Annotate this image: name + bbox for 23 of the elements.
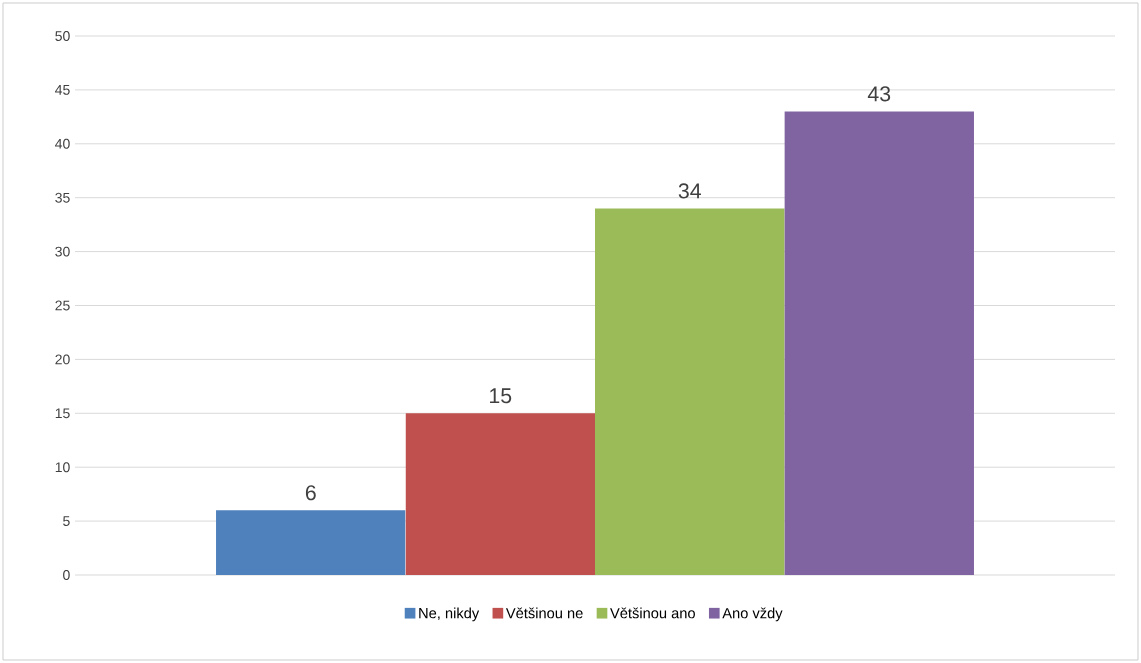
y-tick-label: 45	[55, 85, 70, 95]
bar	[216, 510, 406, 575]
y-tick-label: 25	[55, 300, 70, 311]
data-label: 43	[867, 86, 891, 102]
y-tick-label: 0	[63, 570, 70, 580]
legend-label: Většinou ano	[610, 607, 695, 619]
bar	[405, 413, 596, 575]
data-label: 15	[490, 388, 512, 404]
y-tick-label: 5	[63, 516, 70, 526]
bar	[784, 111, 974, 575]
data-label: 34	[678, 183, 701, 199]
data-label: 6	[305, 485, 316, 501]
y-tick-label: 50	[55, 31, 70, 41]
legend-label: Většinou ne	[505, 607, 583, 619]
y-tick-label: 30	[55, 246, 70, 257]
y-tick-label: 40	[55, 138, 70, 149]
legend-label: Ne, nikdy	[419, 607, 480, 622]
y-tick-label: 15	[55, 408, 70, 419]
y-tick-label: 20	[55, 354, 70, 365]
y-tick-label: 10	[55, 462, 70, 473]
legend-label: Ano vždy	[722, 607, 783, 622]
y-tick-label: 35	[55, 192, 70, 203]
bar	[595, 208, 785, 575]
